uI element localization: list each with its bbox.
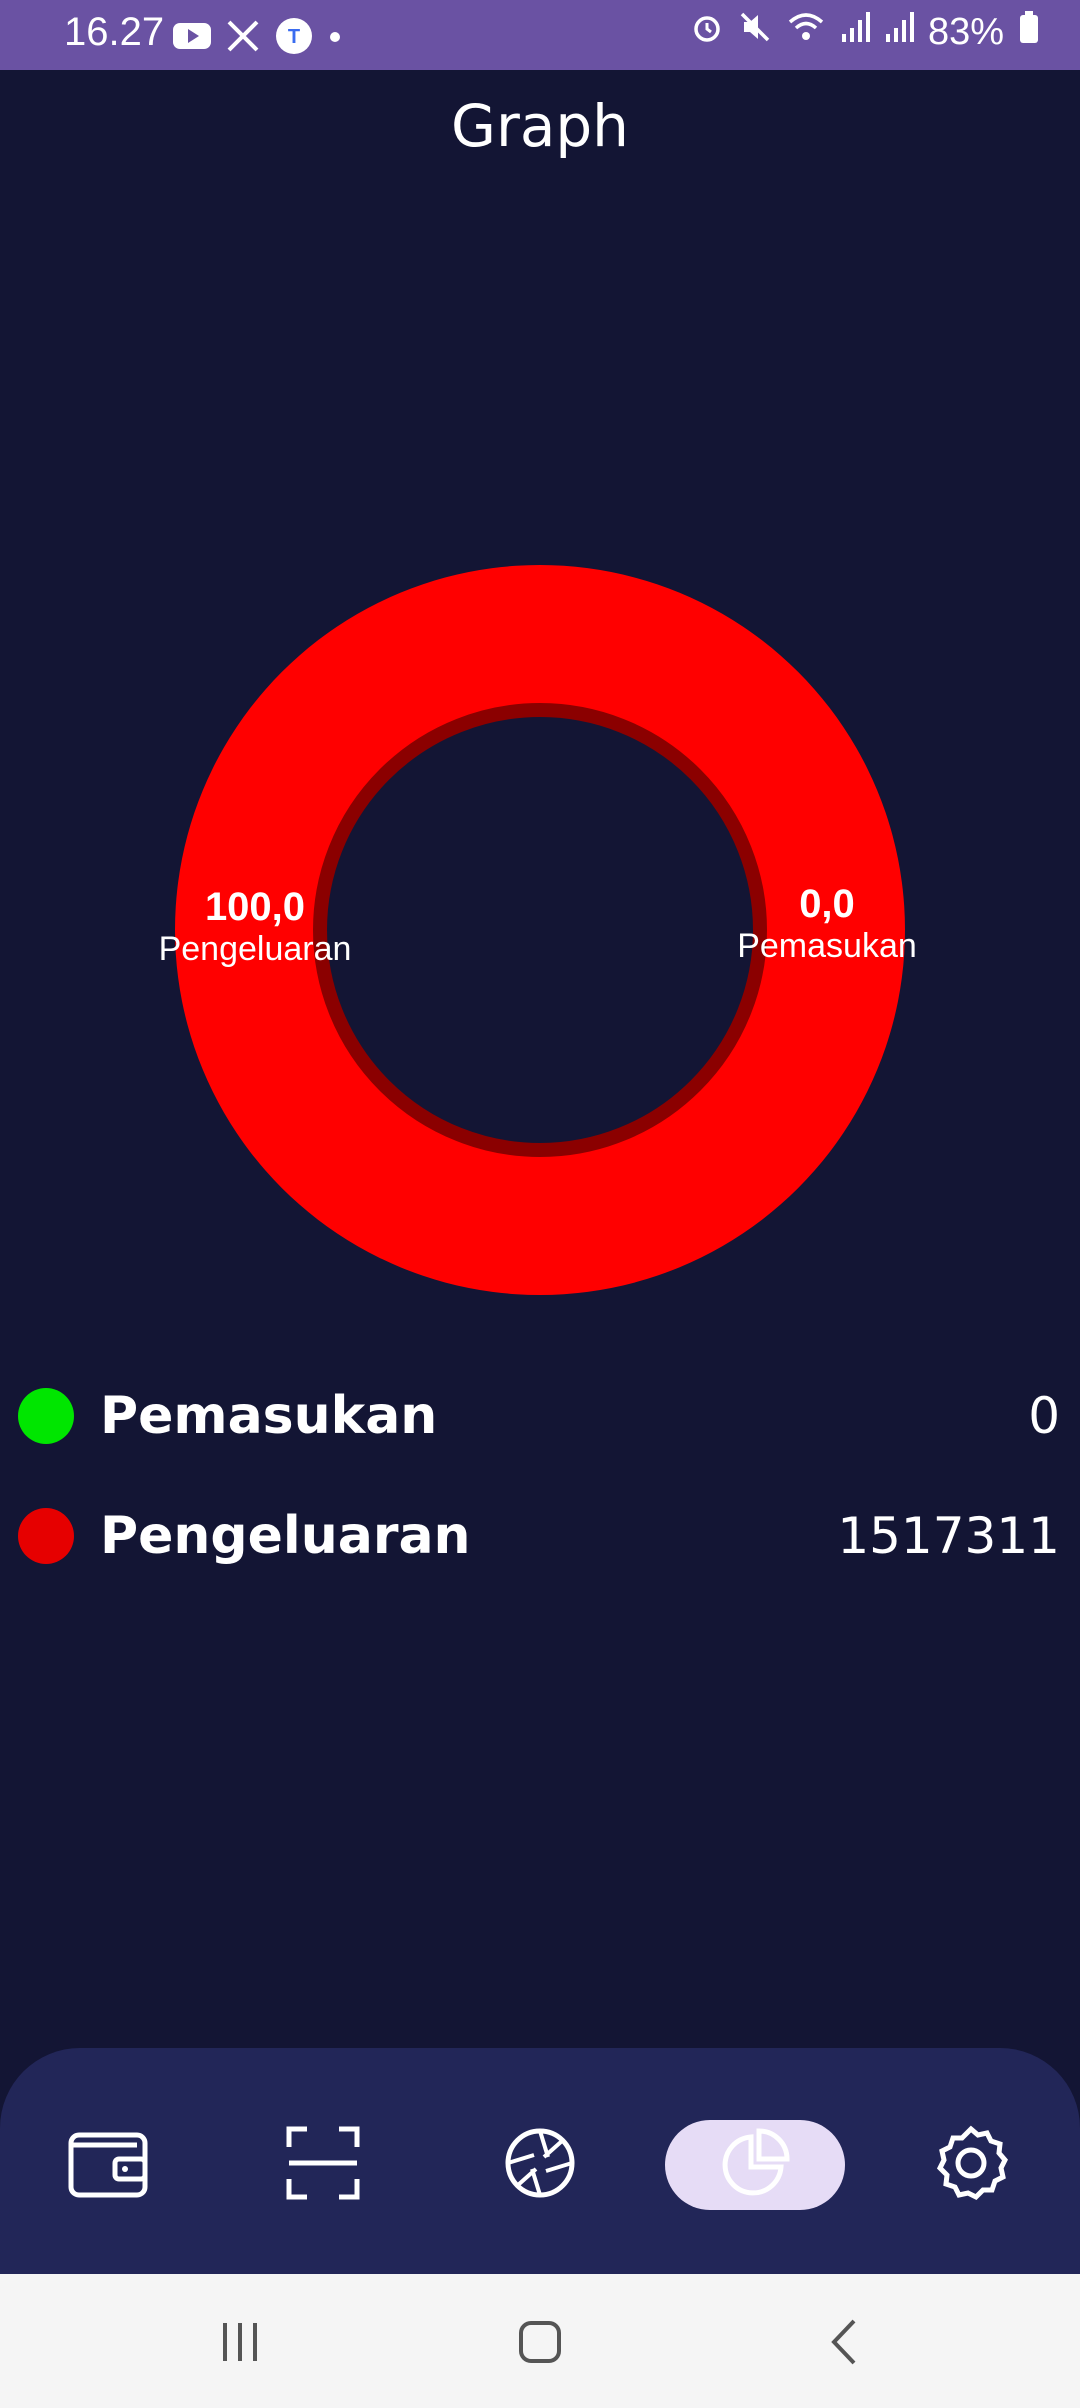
recent-apps-icon xyxy=(215,2317,265,2371)
legend-item-pengeluaran: Pengeluaran 1517311 xyxy=(18,1496,1060,1576)
svg-text:T: T xyxy=(288,26,300,48)
system-nav-bar xyxy=(0,2274,1080,2408)
battery-icon xyxy=(1018,10,1040,54)
wallet-icon xyxy=(67,2125,149,2205)
back-icon xyxy=(820,2317,870,2371)
donut-inner-ring xyxy=(313,703,767,1157)
recent-apps-button[interactable] xyxy=(200,2304,280,2384)
legend-name: Pemasukan xyxy=(100,1386,438,1446)
aperture-icon xyxy=(504,2127,576,2203)
x-icon xyxy=(226,19,260,57)
legend-color-dot xyxy=(18,1508,74,1564)
donut-slice-pengeluaran xyxy=(174,565,905,1295)
signal-icon xyxy=(884,10,914,54)
status-time: 16.27 xyxy=(64,10,165,54)
gear-icon xyxy=(931,2123,1011,2207)
status-bar: 16.27 T 83% xyxy=(0,0,1080,70)
nav-settings[interactable] xyxy=(916,2120,1026,2210)
slice-name: Pengeluaran xyxy=(158,930,352,968)
app-icon: T xyxy=(274,16,314,60)
donut-chart: 100,0 Pengeluaran 0,0 Pemasukan xyxy=(150,540,930,1320)
slice-name: Pemasukan xyxy=(737,927,917,965)
legend-name: Pengeluaran xyxy=(100,1506,471,1566)
donut-svg xyxy=(174,565,905,1295)
signal-icon xyxy=(840,10,870,54)
scan-icon xyxy=(285,2125,361,2205)
slice-label-pemasukan: 0,0 Pemasukan xyxy=(732,882,922,966)
alarm-icon xyxy=(690,10,724,54)
mute-icon xyxy=(738,10,772,54)
legend-value: 1517311 xyxy=(837,1507,1060,1565)
legend-color-dot xyxy=(18,1388,74,1444)
bottom-nav xyxy=(0,2048,1080,2274)
nav-graph[interactable] xyxy=(665,2120,845,2210)
youtube-icon xyxy=(172,21,212,55)
battery-percent: 83% xyxy=(927,10,1004,53)
legend-value: 0 xyxy=(1028,1387,1060,1445)
legend-item-pemasukan: Pemasukan 0 xyxy=(18,1376,1060,1456)
home-button[interactable] xyxy=(500,2304,580,2384)
nav-scan[interactable] xyxy=(268,2120,378,2210)
slice-value: 0,0 xyxy=(799,882,855,926)
dot-icon xyxy=(328,29,342,48)
wifi-icon xyxy=(786,10,826,54)
slice-label-pengeluaran: 100,0 Pengeluaran xyxy=(150,885,360,969)
nav-wallet[interactable] xyxy=(53,2120,163,2210)
home-icon xyxy=(515,2317,565,2371)
page-title: Graph xyxy=(451,92,629,160)
nav-camera[interactable] xyxy=(485,2120,595,2210)
slice-value: 100,0 xyxy=(204,885,306,929)
pie-chart-icon xyxy=(719,2127,791,2203)
back-button[interactable] xyxy=(805,2304,885,2384)
